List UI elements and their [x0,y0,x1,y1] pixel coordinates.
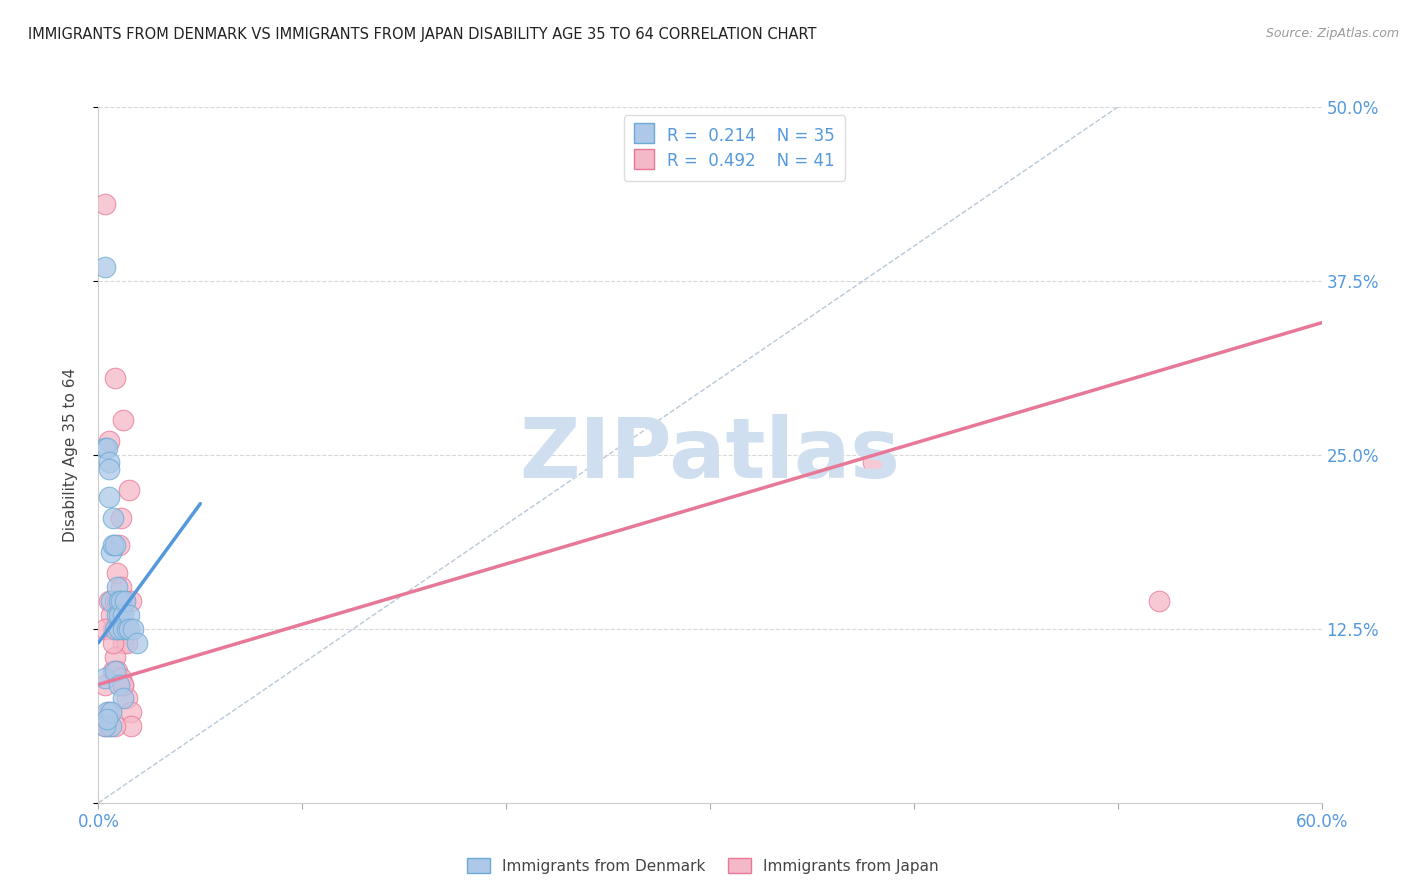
Point [114,622,136,636]
Point [104,622,127,636]
Point [100,719,122,733]
Point [110,671,132,685]
Point [93,260,115,274]
Point [105,580,128,594]
Point [105,607,128,622]
Point [105,566,128,581]
Point [111,622,134,636]
Point [101,622,124,636]
Point [1147,594,1170,608]
Point [104,719,127,733]
Point [105,594,128,608]
Point [101,510,124,524]
Point [97,594,120,608]
Point [93,197,115,211]
Text: IMMIGRANTS FROM DENMARK VS IMMIGRANTS FROM JAPAN DISABILITY AGE 35 TO 64 CORRELA: IMMIGRANTS FROM DENMARK VS IMMIGRANTS FR… [28,27,817,42]
Point [93,719,115,733]
Point [120,706,142,720]
Point [120,719,142,733]
Point [118,607,141,622]
Point [93,677,115,691]
Point [104,622,127,636]
Point [118,483,141,497]
Point [101,538,124,552]
Point [100,594,122,608]
Point [93,441,115,455]
Point [100,545,122,559]
Point [115,622,138,636]
Point [97,719,120,733]
Point [104,594,127,608]
Point [105,622,128,636]
Text: ZIPatlas: ZIPatlas [520,415,900,495]
Point [97,434,120,448]
Text: Source: ZipAtlas.com: Source: ZipAtlas.com [1265,27,1399,40]
Point [104,371,127,385]
Point [96,441,118,455]
Point [100,706,122,720]
Point [114,594,136,608]
Point [108,538,131,552]
Y-axis label: Disability Age 35 to 64: Disability Age 35 to 64 [63,368,77,542]
Point [104,664,127,678]
Point [93,622,115,636]
Point [96,706,118,720]
Point [96,712,118,726]
Point [111,691,134,706]
Point [114,594,136,608]
Point [108,622,131,636]
Point [108,607,131,622]
Point [108,594,131,608]
Point [115,691,138,706]
Legend: R =  0.214    N = 35, R =  0.492    N = 41: R = 0.214 N = 35, R = 0.492 N = 41 [624,115,845,180]
Point [104,538,127,552]
Point [101,636,124,650]
Point [111,622,134,636]
Point [97,490,120,504]
Point [111,636,134,650]
Point [97,455,120,469]
Point [93,719,115,733]
Point [127,636,149,650]
Point [111,677,134,691]
Point [111,677,134,691]
Point [120,594,142,608]
Point [108,677,131,691]
Point [111,413,134,427]
Point [115,636,138,650]
Point [101,664,124,678]
Point [110,607,132,622]
Point [97,462,120,476]
Point [104,649,127,664]
Point [111,607,134,622]
Point [105,664,128,678]
Point [110,594,132,608]
Point [97,706,120,720]
Point [93,671,115,685]
Point [110,510,132,524]
Point [100,607,122,622]
Point [122,622,145,636]
Legend: Immigrants from Denmark, Immigrants from Japan: Immigrants from Denmark, Immigrants from… [461,852,945,880]
Point [118,622,141,636]
Point [862,455,884,469]
Point [110,580,132,594]
